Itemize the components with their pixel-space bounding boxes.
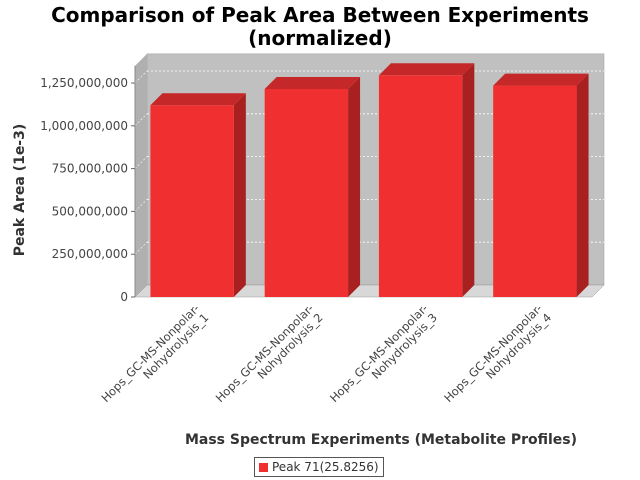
gridline-diagonal xyxy=(134,156,148,169)
x-tick-label: Hops_GC-MS-Nonpolar-Nohydrolysis_4 xyxy=(441,301,554,414)
bar-top xyxy=(493,73,589,86)
x-tick-label-line: Hops_GC-MS-Nonpolar- xyxy=(441,301,545,405)
bar xyxy=(150,93,246,297)
x-tick-label: Hops_GC-MS-Nonpolar-Nohydrolysis_1 xyxy=(98,301,211,414)
x-tick-label-line: Hops_GC-MS-Nonpolar- xyxy=(98,301,202,405)
y-tick-label: 1,250,000,000 xyxy=(40,76,128,90)
bar xyxy=(264,76,361,297)
bars xyxy=(150,63,589,298)
bar-top xyxy=(264,76,361,89)
y-axis-label: Peak Area (1e-3) xyxy=(12,123,28,257)
x-tick-label-line: Hops_GC-MS-Nonpolar- xyxy=(327,301,431,405)
x-axis: Hops_GC-MS-Nonpolar-Nohydrolysis_1 Hops_G… xyxy=(98,301,554,414)
legend-swatch xyxy=(259,463,268,472)
y-tick-label: 1,000,000,000 xyxy=(40,119,128,133)
y-tick-label: 500,000,000 xyxy=(52,204,128,218)
bar-top xyxy=(378,63,475,76)
x-tick-label-line: Hops_GC-MS-Nonpolar- xyxy=(213,301,317,405)
bar-side xyxy=(576,73,589,298)
x-axis-label: Mass Spectrum Experiments (Metabolite Pr… xyxy=(184,432,578,448)
gridline-diagonal xyxy=(134,199,148,212)
bar-side xyxy=(348,76,361,297)
bar-top xyxy=(150,93,246,106)
plot-left-wall xyxy=(135,53,147,297)
legend: Peak 71(25.8256) xyxy=(254,457,384,477)
y-tick-label: 250,000,000 xyxy=(52,247,128,261)
bar-front xyxy=(378,75,463,298)
y-tick-label: 750,000,000 xyxy=(52,162,128,176)
bar-front xyxy=(264,88,349,297)
chart-subtitle: (normalized) xyxy=(248,26,392,50)
bar-side xyxy=(462,63,475,297)
y-tick-label: 0 xyxy=(120,290,128,304)
x-tick-label: Hops_GC-MS-Nonpolar-Nohydrolysis_2 xyxy=(213,301,326,414)
legend-entry: Peak 71(25.8256) xyxy=(272,460,379,474)
chart-title: Comparison of Peak Area Between Experime… xyxy=(51,3,589,27)
gridline-diagonal xyxy=(134,70,148,84)
bar xyxy=(378,63,475,298)
bar-front xyxy=(493,85,577,298)
gridline-diagonal xyxy=(134,241,148,255)
bar-side xyxy=(233,93,246,297)
y-axis: 0 250,000,000 500,000,000 750,000,000 1,000,… xyxy=(40,65,136,304)
bar-front xyxy=(150,105,234,297)
gridline-diagonal xyxy=(134,113,148,127)
bar xyxy=(493,73,589,298)
x-tick-label: Hops_GC-MS-Nonpolar-Nohydrolysis_3 xyxy=(327,301,440,414)
